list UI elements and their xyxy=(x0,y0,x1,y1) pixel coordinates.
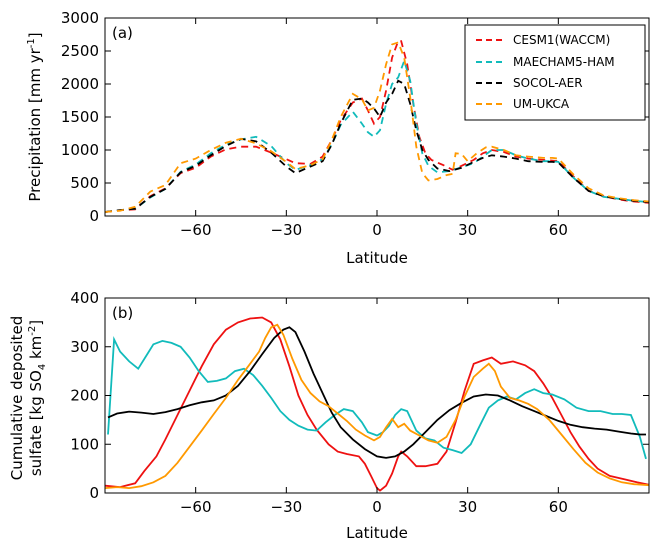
panel-a-ylabel-sup: -1 xyxy=(26,38,37,48)
legend-label-cesm1: CESM1(WACCM) xyxy=(513,33,610,47)
panel-b-ylabel-tail: ] xyxy=(27,320,45,326)
x-tick-label: −30 xyxy=(271,498,303,516)
legend-label-maecham5: MAECHAM5-HAM xyxy=(513,55,615,69)
y-tick-label: 300 xyxy=(70,338,99,356)
series-line-cesm1 xyxy=(104,316,650,492)
panel-a-xlabel: Latitude xyxy=(346,249,408,267)
panel-b-label: (b) xyxy=(112,304,133,322)
x-tick-label: 0 xyxy=(372,221,382,239)
legend-label-socol: SOCOL-AER xyxy=(513,76,583,90)
y-tick-label: 3000 xyxy=(61,9,99,27)
x-tick-label: −60 xyxy=(180,221,212,239)
series-line-maecham5 xyxy=(107,335,647,460)
series-line-maecham5 xyxy=(104,58,650,213)
panel-b-xlabel: Latitude xyxy=(346,524,408,542)
panel-b-ylabel-sup: -2 xyxy=(27,326,38,336)
panel-a-ylabel-tail: ] xyxy=(26,32,44,38)
x-tick-label: 60 xyxy=(549,221,568,239)
panel-a-label: (a) xyxy=(112,24,133,42)
x-tick-label: −60 xyxy=(180,498,212,516)
legend-box xyxy=(464,24,646,121)
y-tick-label: 0 xyxy=(89,484,99,502)
x-tick-label: 30 xyxy=(458,221,477,239)
series-line-umukca xyxy=(104,323,650,490)
y-tick-label: 1000 xyxy=(61,141,99,159)
panel-b-ylabel-pre: sulfate [kg SO xyxy=(27,370,45,476)
x-tick-label: −30 xyxy=(271,221,303,239)
legend-label-umukca: UM-UKCA xyxy=(513,97,570,111)
y-tick-label: 0 xyxy=(89,207,99,225)
y-tick-label: 2000 xyxy=(61,75,99,93)
x-tick-label: 60 xyxy=(549,498,568,516)
x-tick-label: 0 xyxy=(372,498,382,516)
series-line-socol xyxy=(104,79,650,213)
legend: CESM1(WACCM) MAECHAM5-HAM SOCOL-AER UM-U… xyxy=(464,24,646,121)
panel-a-ticks: −60 −30 0 30 60 0 500 1000 1500 2000 2500 3000 xyxy=(61,9,649,239)
precipitation-lines xyxy=(104,40,650,213)
panel-b: −60 −30 0 30 60 0 100 200 300 400 (b) Latitude Cu… xyxy=(8,289,650,542)
panel-b-ylabel-line1: Cumulative deposited xyxy=(8,316,26,480)
y-tick-label: 100 xyxy=(70,435,99,453)
panel-b-ylabel-sub: 4 xyxy=(37,364,48,370)
legend-item-cesm1: CESM1(WACCM) xyxy=(476,33,610,47)
legend-item-maecham5: MAECHAM5-HAM xyxy=(476,55,615,69)
panel-a-ylabel: Precipitation [mm yr-1] xyxy=(26,32,44,201)
panel-b-ylabel-line2: sulfate [kg SO4 km-2] xyxy=(27,320,48,476)
series-line-cesm1 xyxy=(104,40,650,213)
y-tick-label: 200 xyxy=(70,387,99,405)
panel-b-ylabel-mid: km xyxy=(27,336,45,364)
series-line-umukca xyxy=(104,41,650,213)
x-tick-label: 30 xyxy=(458,498,477,516)
y-tick-label: 2500 xyxy=(61,42,99,60)
series-line-socol xyxy=(107,326,646,459)
legend-item-umukca: UM-UKCA xyxy=(476,97,570,111)
legend-item-socol: SOCOL-AER xyxy=(476,76,583,90)
panel-b-ticks: −60 −30 0 30 60 0 100 200 300 400 xyxy=(70,289,649,516)
y-tick-label: 1500 xyxy=(61,108,99,126)
y-tick-label: 500 xyxy=(70,174,99,192)
panel-a-ylabel-text: Precipitation [mm yr xyxy=(26,47,44,201)
sulfate-lines xyxy=(104,316,650,492)
y-tick-label: 400 xyxy=(70,289,99,307)
